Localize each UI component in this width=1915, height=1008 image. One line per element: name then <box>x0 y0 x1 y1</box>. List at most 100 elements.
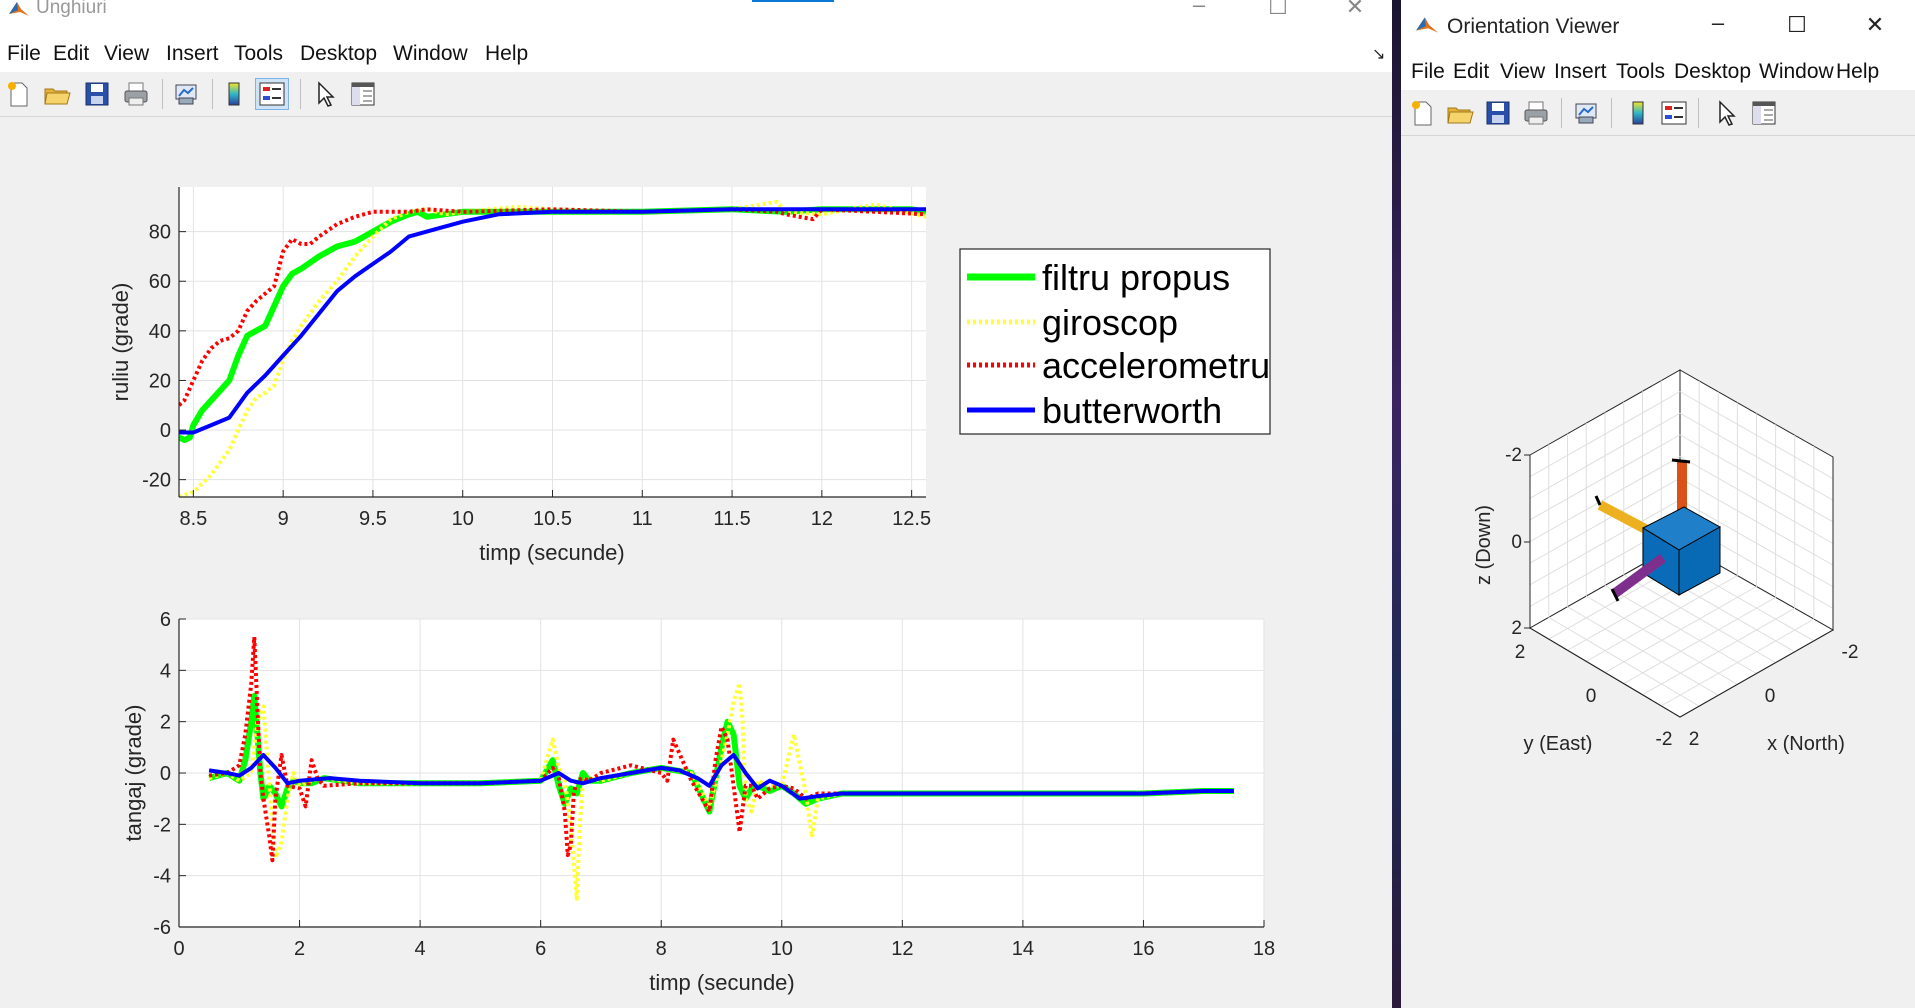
pitch-x-tick-label: 16 <box>1132 938 1154 960</box>
series-line-accelerometru <box>179 207 926 407</box>
pitch-y-tick-label: -6 <box>153 917 171 939</box>
legend-label-giroscop: giroscop <box>1042 302 1178 343</box>
roll-y-tick-label: 0 <box>160 420 171 442</box>
pitch-axes[interactable]: 0 2 4 6 8 10 12 14 16 18 -6 -4 -2 0 2 4 6 timp (secunde… <box>121 609 1275 995</box>
dock-arrow-icon[interactable]: ↘ <box>1372 46 1386 63</box>
legend-icon[interactable] <box>1659 98 1689 128</box>
toolbar-separator <box>212 79 213 109</box>
grid-line <box>1679 456 1834 544</box>
minimize-button[interactable]: – <box>1192 0 1206 17</box>
pitch-x-tick-label: 10 <box>771 938 793 960</box>
window-title: Unghiuri <box>36 0 107 18</box>
grid-line <box>1623 574 1776 664</box>
roll-axes-border <box>178 187 926 498</box>
figure-toolbar <box>0 72 1392 117</box>
x-tick-label: 2 <box>1689 729 1700 750</box>
body-cube-right <box>1678 526 1721 596</box>
menu-help[interactable]: Help <box>485 42 529 65</box>
legend-label-accelerometru: accelerometru <box>1042 345 1270 386</box>
pitch-y-tick-labels: -6 -4 -2 0 2 4 6 <box>153 609 171 939</box>
grid-line <box>1529 499 1681 586</box>
legend-icon[interactable] <box>255 78 289 110</box>
new-file-icon[interactable] <box>3 79 33 109</box>
matlab-logo-icon <box>1416 17 1438 33</box>
menu-view[interactable]: View <box>104 42 150 65</box>
property-inspector-icon[interactable] <box>1749 98 1779 128</box>
z-tick-label: 0 <box>1511 532 1522 553</box>
pitch-axes-border <box>178 618 1265 928</box>
roll-x-tick-label: 9.5 <box>359 508 387 530</box>
roll-x-tick-label: 10.5 <box>533 508 572 530</box>
maximize-button[interactable]: ☐ <box>1268 0 1288 19</box>
y-tick-label: 0 <box>1586 686 1597 707</box>
menu-desktop[interactable]: Desktop <box>1674 60 1752 83</box>
pitch-y-tick-label: 0 <box>160 763 171 785</box>
toolbar-separator <box>1611 98 1612 128</box>
menu-edit[interactable]: Edit <box>1453 60 1490 83</box>
roll-y-tick-label: -20 <box>142 470 171 492</box>
roll-x-tick-label: 12 <box>811 508 833 530</box>
figure-window-orientation-viewer: Orientation Viewer – ☐ ✕ File Edit View … <box>1401 0 1915 1008</box>
pointer-icon[interactable] <box>310 79 340 109</box>
orientation-grid <box>1529 380 1834 707</box>
x-axis-label: x (North) <box>1767 733 1845 755</box>
series-line-giroscop <box>208 681 1234 901</box>
minimize-button[interactable]: – <box>1711 10 1725 35</box>
menu-desktop[interactable]: Desktop <box>300 42 378 65</box>
open-folder-icon[interactable] <box>1445 98 1475 128</box>
title-bar[interactable]: Orientation Viewer – ☐ ✕ <box>1401 0 1915 54</box>
figure-canvas: 8.5 9 9.5 10 10.5 11 11.5 12 12.5 -20 0 20 40 60 80 t… <box>0 117 1392 1008</box>
roll-x-tick-label: 11 <box>632 508 653 530</box>
pitch-x-tick-label: 0 <box>173 938 184 960</box>
roll-x-tick-label: 12.5 <box>892 508 931 530</box>
arrow-head <box>1610 588 1620 602</box>
roll-x-tick-label: 10 <box>452 508 474 530</box>
roll-x-tick-labels: 8.5 9 9.5 10 10.5 11 11.5 12 12.5 <box>179 508 931 530</box>
print-icon[interactable] <box>1521 98 1551 128</box>
title-bar[interactable]: Unghiuri – ☐ ✕ <box>0 0 1392 20</box>
series-line-butterworth <box>208 753 1234 801</box>
menu-window[interactable]: Window <box>1759 60 1834 83</box>
link-plot-icon[interactable] <box>1571 98 1601 128</box>
save-icon[interactable] <box>82 79 112 109</box>
maximize-button[interactable]: ☐ <box>1787 12 1807 37</box>
menu-window[interactable]: Window <box>393 42 468 65</box>
x-tick-label: 0 <box>1765 686 1776 707</box>
open-folder-icon[interactable] <box>42 79 72 109</box>
orientation-3d-axes[interactable]: -2 0 2 2 0 -2 2 0 -2 z (Down) y (East) x… <box>1401 136 1915 1008</box>
menu-insert[interactable]: Insert <box>166 42 219 65</box>
print-icon[interactable] <box>121 79 151 109</box>
menu-view[interactable]: View <box>1500 60 1546 83</box>
link-plot-icon[interactable] <box>171 79 201 109</box>
close-button[interactable]: ✕ <box>1865 12 1885 37</box>
menu-tools[interactable]: Tools <box>1616 60 1666 83</box>
grid-line <box>1529 456 1681 542</box>
figure-toolbar <box>1401 91 1915 136</box>
colorbar-icon[interactable] <box>219 79 249 109</box>
menu-help[interactable]: Help <box>1836 60 1880 83</box>
menu-tools[interactable]: Tools <box>234 42 284 65</box>
new-file-icon[interactable] <box>1407 98 1437 128</box>
plot-legend[interactable]: filtru propus giroscop accelerometru but… <box>959 248 1271 435</box>
roll-x-tick-label: 9 <box>278 508 289 530</box>
toolbar-separator <box>1698 98 1699 128</box>
menu-file[interactable]: File <box>7 42 41 65</box>
series-line-butterworth <box>179 207 926 435</box>
colorbar-icon[interactable] <box>1623 98 1653 128</box>
roll-y-axis-label: ruliu (grade) <box>108 283 133 402</box>
menu-insert[interactable]: Insert <box>1554 60 1607 83</box>
pointer-icon[interactable] <box>1711 98 1741 128</box>
grid-line <box>1679 477 1834 566</box>
property-inspector-icon[interactable] <box>348 79 378 109</box>
pitch-x-tick-label: 2 <box>294 938 305 960</box>
y-tick-label: 2 <box>1515 642 1526 663</box>
y-axis-label: y (East) <box>1524 733 1593 755</box>
roll-axes[interactable]: 8.5 9 9.5 10 10.5 11 11.5 12 12.5 -20 0 20 40 60 80 t… <box>108 187 931 565</box>
save-icon[interactable] <box>1483 98 1513 128</box>
menu-file[interactable]: File <box>1411 60 1445 83</box>
close-button[interactable]: ✕ <box>1345 0 1365 19</box>
desktop-background-strip <box>1392 0 1401 1008</box>
grid-line <box>1642 607 1795 696</box>
menu-edit[interactable]: Edit <box>53 42 90 65</box>
